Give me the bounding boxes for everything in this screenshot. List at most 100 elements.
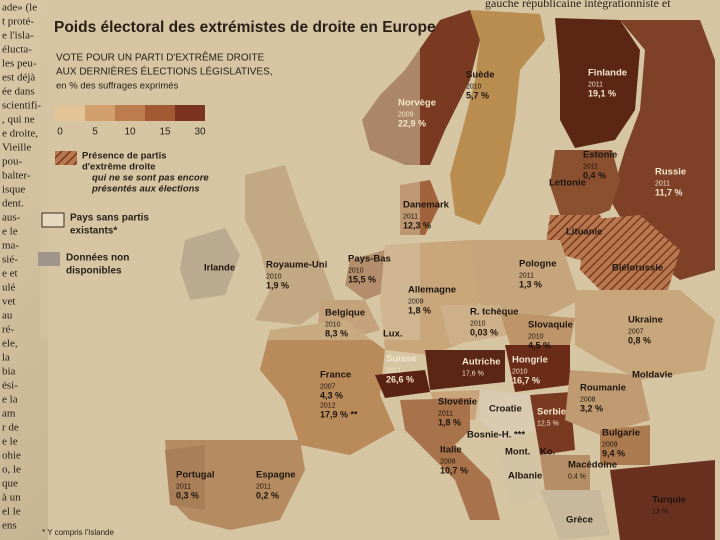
country-name: Croatie bbox=[489, 404, 522, 415]
country-detail: 2007 bbox=[628, 328, 644, 335]
side-text: ade» (le t proté-e l'isla-élucta-les peu-… bbox=[2, 2, 41, 532]
side-text-line: aus- bbox=[2, 212, 21, 224]
legend-text: présentés aux élections bbox=[91, 184, 200, 195]
country-detail: 2011 bbox=[583, 163, 598, 170]
country-name: Hongrie bbox=[512, 355, 548, 366]
legend-swatch bbox=[145, 105, 175, 121]
country-detail: 17,9 % ** bbox=[320, 409, 358, 419]
country-detail: 19,1 % bbox=[588, 88, 616, 98]
legend-swatch bbox=[85, 105, 115, 121]
country-detail: 2011 bbox=[438, 410, 453, 417]
legend-swatch bbox=[115, 105, 145, 121]
country-name: Mont. bbox=[505, 447, 530, 458]
country-name: Lux. bbox=[383, 329, 403, 340]
country-detail: 4,5 % bbox=[528, 340, 551, 350]
country-name: Grèce bbox=[566, 515, 593, 526]
country-name: Macédoine bbox=[568, 460, 617, 471]
country-detail: 2009 bbox=[398, 111, 414, 118]
country-detail: 0,2 % bbox=[256, 490, 279, 500]
legend-text: existants* bbox=[70, 226, 117, 237]
side-text-line: , qui ne bbox=[2, 114, 35, 126]
country-name: Pologne bbox=[519, 259, 556, 270]
country-name: Portugal bbox=[176, 470, 215, 481]
legend-swatch bbox=[55, 105, 85, 121]
country-name: R. tchèque bbox=[470, 307, 519, 318]
country-detail: 12,5 % bbox=[537, 420, 559, 427]
legend-text: disponibles bbox=[66, 266, 122, 277]
side-text-line: r de bbox=[2, 422, 19, 434]
country-detail: 1,8 % bbox=[438, 417, 461, 427]
footnote: * Y compris l'Islande bbox=[42, 528, 114, 537]
country-detail: 2008 bbox=[580, 396, 596, 403]
country-detail: 5,7 % bbox=[466, 90, 489, 100]
country-name: France bbox=[320, 370, 351, 381]
country-detail: 0,03 % bbox=[470, 327, 498, 337]
side-text-line: ade» (le bbox=[2, 2, 37, 14]
side-text-line: vet bbox=[2, 296, 15, 308]
country-name: Allemagne bbox=[408, 285, 456, 296]
side-text-line: ohie bbox=[2, 450, 21, 462]
country-detail: 3,2 % bbox=[580, 403, 603, 413]
country-name: Biélorussie bbox=[612, 263, 663, 274]
country-detail: 2011 bbox=[256, 483, 271, 490]
country-name: Lituanie bbox=[566, 227, 602, 238]
country-name: Bulgarie bbox=[602, 428, 640, 439]
country-name: Ko. bbox=[540, 447, 555, 458]
subtitle-line: en % des suffrages exprimés bbox=[56, 81, 179, 92]
side-text-line: isque bbox=[2, 184, 25, 196]
legend-swatch bbox=[175, 105, 205, 121]
country-name: Lettonie bbox=[549, 178, 586, 189]
side-text-line: el le bbox=[2, 506, 21, 518]
side-text-line: e l'isla- bbox=[2, 30, 34, 42]
subtitle-line: VOTE POUR UN PARTI D'EXTRÊME DROITE bbox=[56, 51, 265, 64]
country-detail: 9,4 % bbox=[602, 448, 625, 458]
country-detail: 2011 bbox=[386, 367, 401, 374]
side-text-line: au bbox=[2, 310, 13, 322]
country-detail: 1,3 % bbox=[519, 279, 542, 289]
legend-text: Données non bbox=[66, 253, 129, 264]
side-text-line: pou- bbox=[2, 156, 23, 168]
subtitle-line: AUX DERNIÈRES ÉLECTIONS LÉGISLATIVES, bbox=[56, 65, 273, 78]
country-detail: 4,3 % bbox=[320, 390, 343, 400]
country-detail: 2011 bbox=[655, 180, 670, 187]
side-text-line: e le bbox=[2, 436, 18, 448]
side-text-line: balter- bbox=[2, 170, 31, 182]
country-detail: 17,6 % bbox=[462, 370, 484, 377]
country-detail: 0,4 % bbox=[568, 473, 586, 480]
country-detail: 2010 bbox=[528, 333, 544, 340]
country-detail: 15,5 % bbox=[348, 274, 376, 284]
side-text-line: élucta- bbox=[2, 44, 32, 56]
header-fragment: gauche républicaine intégrationniste et bbox=[485, 0, 671, 10]
country-detail: 2012 bbox=[320, 402, 336, 409]
country-name: Albanie bbox=[508, 471, 542, 482]
country-name: Serbie bbox=[537, 407, 566, 418]
country-name: Ukraine bbox=[628, 315, 663, 326]
country-detail: 2008 bbox=[440, 458, 456, 465]
country-name: Danemark bbox=[403, 200, 450, 211]
side-text-line: à un bbox=[2, 492, 21, 504]
country-name: Norvège bbox=[398, 98, 436, 109]
country-detail: 2010 bbox=[512, 368, 528, 375]
country-name: Moldavie bbox=[632, 370, 673, 381]
country-detail: 0,8 % bbox=[628, 335, 651, 345]
country-detail: 2011 bbox=[588, 81, 603, 88]
legend-text: qui ne se sont pas encore bbox=[92, 173, 209, 184]
country-name: Suisse bbox=[386, 354, 417, 365]
legend-scale-label: 0 bbox=[57, 127, 63, 138]
country-name: Espagne bbox=[256, 470, 296, 481]
country-detail: 2010 bbox=[266, 273, 282, 280]
country-name: Royaume-Uni bbox=[266, 260, 327, 271]
country-detail: 11,7 % bbox=[655, 187, 683, 197]
side-text-line: e et bbox=[2, 268, 18, 280]
legend-panel bbox=[40, 10, 420, 340]
country-name: Suède bbox=[466, 70, 495, 81]
side-text-line: Vieille bbox=[2, 142, 31, 154]
side-text-line: ens bbox=[2, 520, 17, 532]
side-text-line: e la bbox=[2, 394, 18, 406]
side-text-line: sié- bbox=[2, 254, 18, 266]
country-detail: 2010 bbox=[466, 83, 482, 90]
side-text-line: ési- bbox=[2, 380, 18, 392]
country-detail: 2011 bbox=[176, 483, 191, 490]
